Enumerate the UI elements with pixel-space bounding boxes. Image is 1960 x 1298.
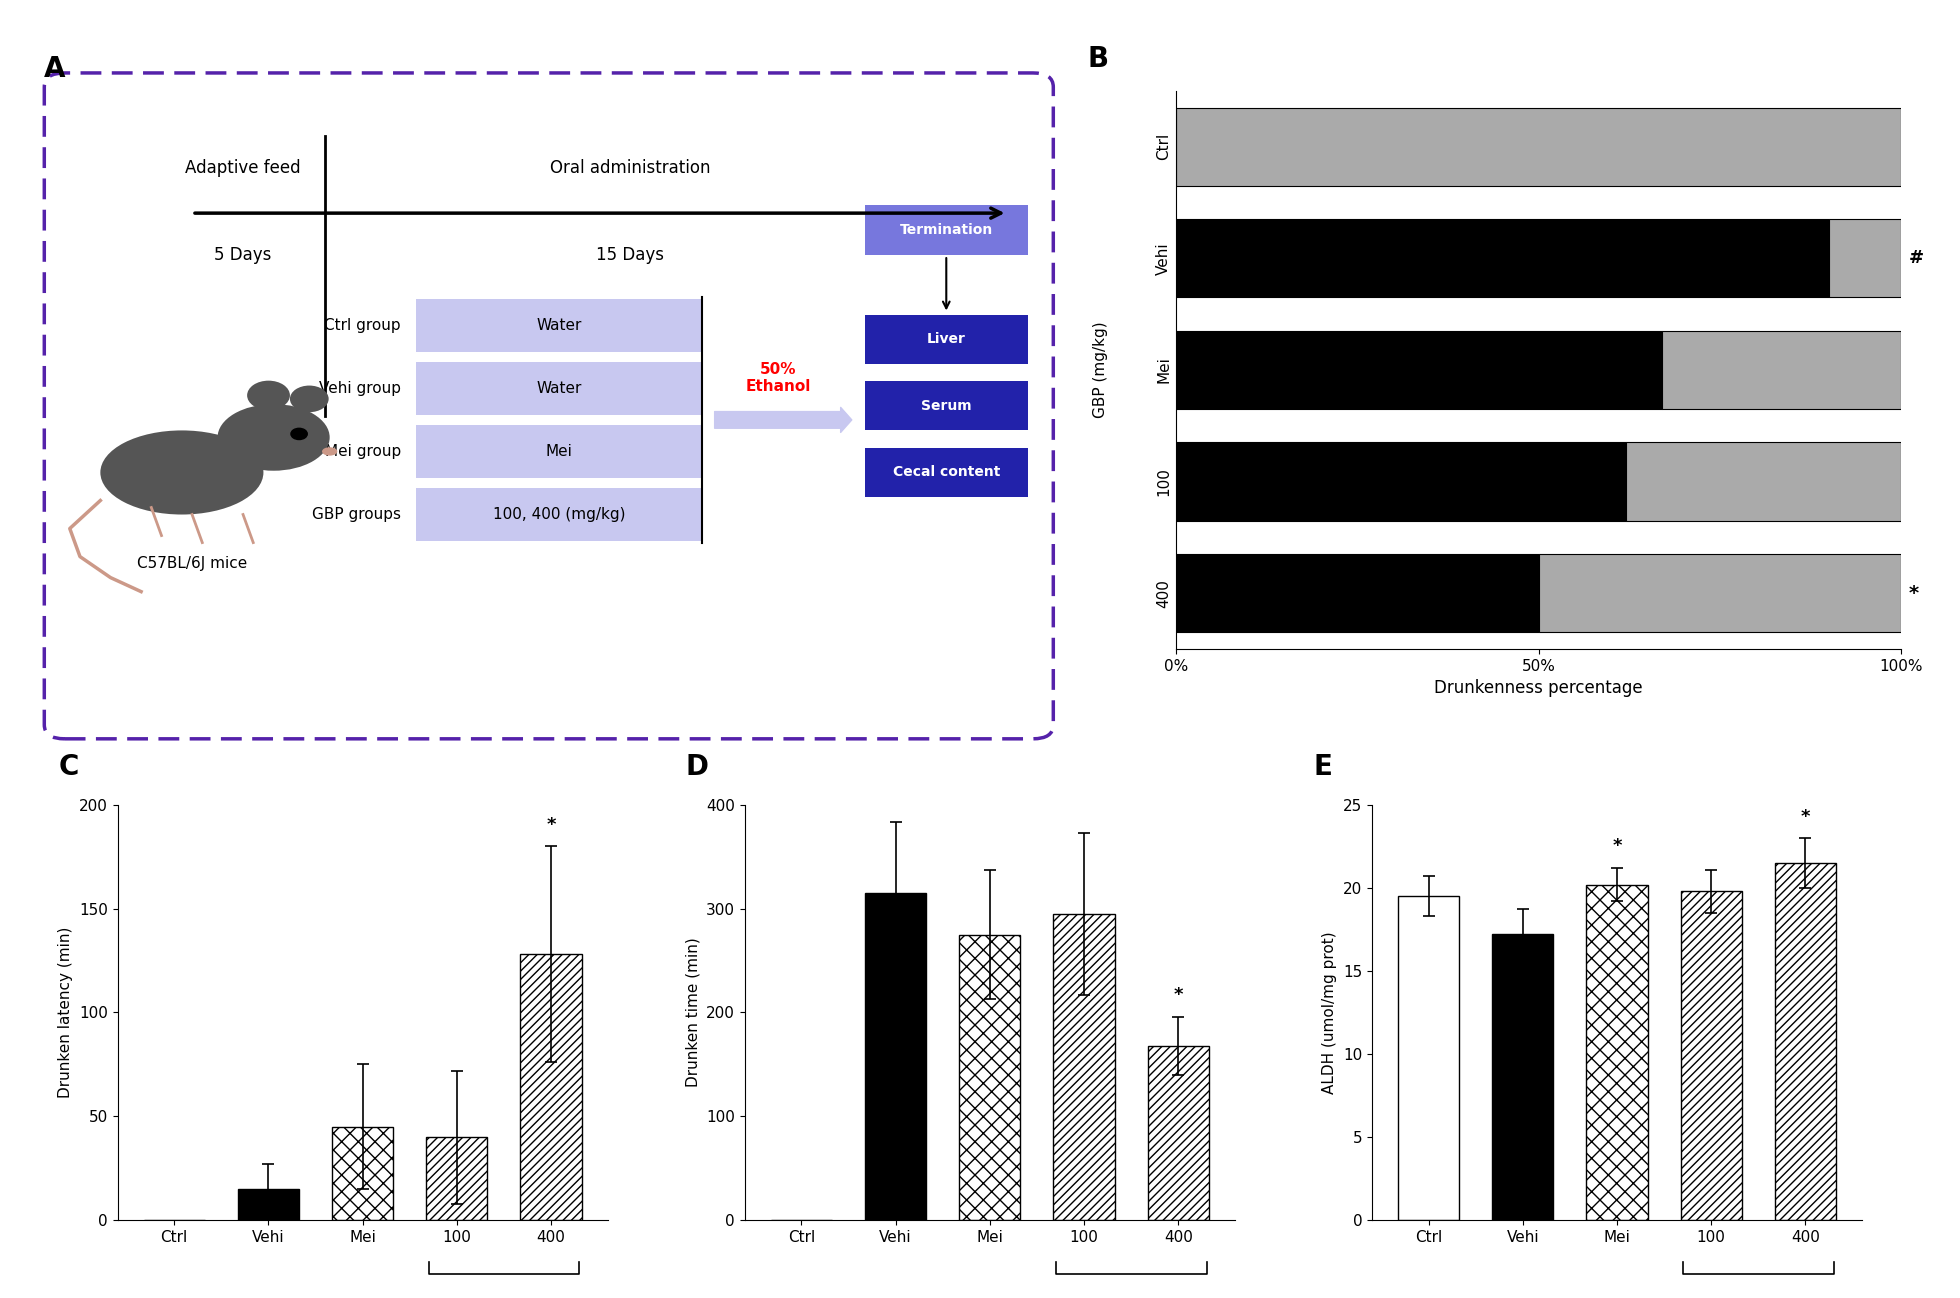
Ellipse shape — [321, 448, 337, 456]
Bar — [1053, 914, 1115, 1220]
Text: 100, 400 (mg/kg): 100, 400 (mg/kg) — [492, 508, 625, 522]
Text: *: * — [1174, 986, 1184, 1005]
Bar — [864, 893, 927, 1220]
Bar — [237, 1189, 300, 1220]
Text: 50%
Ethanol: 50% Ethanol — [745, 362, 811, 395]
Y-axis label: Drunken latency (min): Drunken latency (min) — [59, 927, 73, 1098]
Text: *: * — [1613, 837, 1621, 855]
Y-axis label: Drunken time (min): Drunken time (min) — [686, 937, 700, 1088]
Y-axis label: GBP (mg/kg): GBP (mg/kg) — [1092, 322, 1107, 418]
Text: C: C — [59, 753, 78, 781]
Ellipse shape — [247, 380, 290, 410]
Text: Mei: Mei — [545, 444, 572, 459]
Text: Mei group: Mei group — [325, 444, 402, 459]
Text: Liver: Liver — [927, 332, 966, 347]
X-axis label: Drunkenness percentage: Drunkenness percentage — [1435, 679, 1642, 697]
Bar — [1625, 443, 1901, 520]
Text: *: * — [1909, 584, 1919, 602]
Text: D: D — [686, 753, 710, 781]
Bar — [1662, 331, 1901, 409]
Bar — [1176, 443, 1625, 520]
Text: 15 Days: 15 Days — [596, 247, 664, 265]
Bar — [1176, 331, 1662, 409]
Bar — [1176, 108, 1901, 186]
FancyBboxPatch shape — [864, 448, 1027, 497]
FancyBboxPatch shape — [416, 362, 702, 415]
Text: C57BL/6J mice: C57BL/6J mice — [137, 556, 247, 571]
Text: E: E — [1313, 753, 1333, 781]
Text: Water: Water — [537, 380, 582, 396]
Text: A: A — [45, 56, 67, 83]
Bar — [1176, 219, 1829, 297]
FancyBboxPatch shape — [864, 382, 1027, 431]
Bar — [1149, 1046, 1209, 1220]
Bar — [1539, 554, 1901, 632]
Text: Water: Water — [537, 318, 582, 332]
Text: Oral administration: Oral administration — [551, 158, 711, 177]
Bar — [331, 1127, 394, 1220]
Ellipse shape — [290, 386, 329, 413]
Bar — [425, 1137, 488, 1220]
Text: Serum: Serum — [921, 398, 972, 413]
Circle shape — [290, 428, 308, 440]
Bar — [1176, 554, 1539, 632]
Text: *: * — [1801, 807, 1811, 826]
Text: #: # — [1909, 249, 1923, 267]
Text: Cecal content: Cecal content — [892, 466, 1000, 479]
FancyArrowPatch shape — [715, 408, 853, 432]
Text: *: * — [547, 816, 557, 833]
FancyBboxPatch shape — [416, 424, 702, 478]
Bar — [958, 935, 1021, 1220]
Y-axis label: ALDH (umol/mg prot): ALDH (umol/mg prot) — [1323, 931, 1337, 1094]
Bar — [521, 954, 582, 1220]
Bar — [1829, 219, 1901, 297]
FancyBboxPatch shape — [864, 205, 1027, 256]
FancyBboxPatch shape — [864, 314, 1027, 363]
Bar — [1492, 935, 1554, 1220]
Text: Vehi group: Vehi group — [319, 380, 402, 396]
Bar — [1397, 896, 1458, 1220]
Bar — [1586, 884, 1648, 1220]
Text: GBP groups: GBP groups — [312, 508, 402, 522]
Text: Ctrl group: Ctrl group — [325, 318, 402, 332]
Text: Termination: Termination — [900, 223, 994, 238]
Ellipse shape — [218, 404, 329, 471]
FancyBboxPatch shape — [416, 299, 702, 352]
Bar — [1776, 863, 1837, 1220]
Text: Adaptive feed: Adaptive feed — [186, 158, 300, 177]
Text: B: B — [1088, 45, 1109, 74]
Text: 5 Days: 5 Days — [214, 247, 272, 265]
Ellipse shape — [100, 431, 263, 514]
FancyBboxPatch shape — [416, 488, 702, 541]
Bar — [1680, 892, 1742, 1220]
